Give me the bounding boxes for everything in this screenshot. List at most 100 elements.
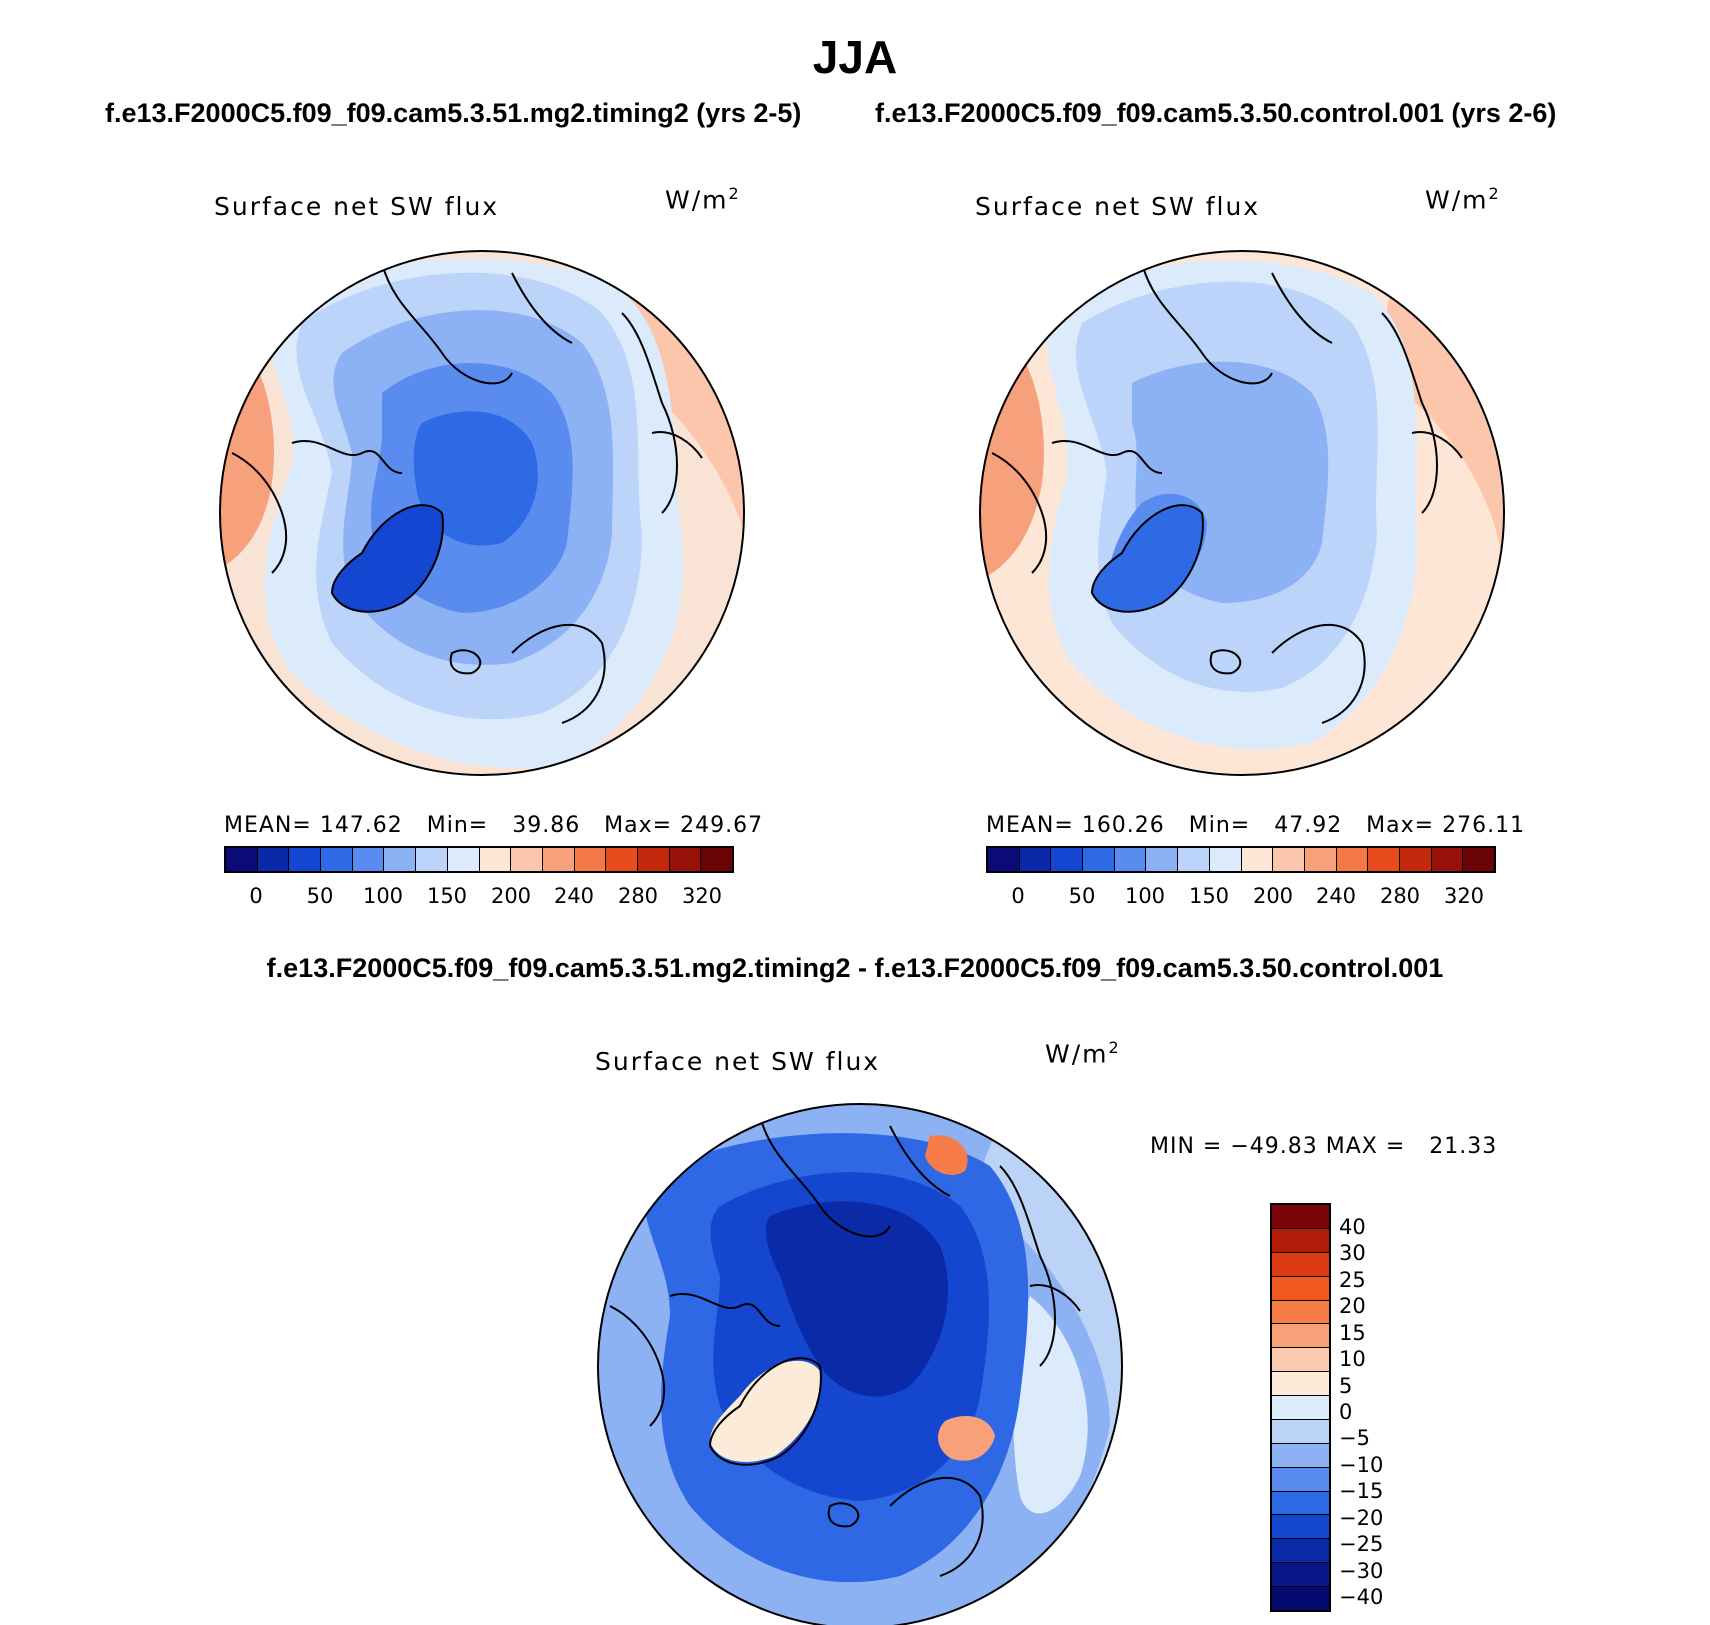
diff-field-pale-right xyxy=(1013,1296,1088,1514)
colorbar-cell xyxy=(1304,848,1337,871)
colorbar-cell xyxy=(479,848,512,871)
colorbar-cell xyxy=(1463,848,1494,871)
colorbar-cell xyxy=(701,848,732,871)
colorbar-cell xyxy=(1272,1324,1329,1349)
right-map-field xyxy=(980,251,1504,775)
diff-polar-map xyxy=(597,1103,1123,1625)
colorbar-cell xyxy=(416,848,448,871)
colorbar-cell xyxy=(669,848,702,871)
right-panel-units: W/m2 xyxy=(1425,184,1501,215)
diff-cbar-label: −40 xyxy=(1339,1585,1384,1609)
colorbar-cell xyxy=(1273,848,1305,871)
page-title: JJA xyxy=(812,31,898,83)
colorbar-cell xyxy=(511,848,543,871)
colorbar-cell xyxy=(384,848,417,871)
colorbar-cell xyxy=(1272,1228,1329,1253)
right-cbar-label: 280 xyxy=(1379,884,1421,908)
left-panel-units: W/m2 xyxy=(665,184,741,215)
colorbar-cell xyxy=(1399,848,1432,871)
colorbar-cell xyxy=(988,848,1020,871)
diff-panel-units: W/m2 xyxy=(1045,1038,1121,1069)
right-cbar-label: 200 xyxy=(1252,884,1294,908)
colorbar-cell xyxy=(1272,1515,1329,1540)
left-field-deep xyxy=(413,411,538,546)
diff-cbar-label: −5 xyxy=(1339,1426,1370,1450)
diff-field-greenland-pale xyxy=(710,1360,821,1462)
right-colorbar xyxy=(986,846,1496,873)
left-cbar-label: 100 xyxy=(362,884,404,908)
diff-title: f.e13.F2000C5.f09_f09.cam5.3.51.mg2.timi… xyxy=(266,953,1444,983)
diff-cbar-label: 30 xyxy=(1339,1241,1366,1265)
diff-cbar-label: 40 xyxy=(1339,1215,1366,1239)
colorbar-cell xyxy=(1051,848,1084,871)
left-colorbar xyxy=(224,846,734,873)
left-cbar-label: 50 xyxy=(306,884,334,908)
colorbar-cell xyxy=(1368,848,1400,871)
colorbar-cell xyxy=(1272,1539,1329,1564)
diff-cbar-label: −20 xyxy=(1339,1506,1384,1530)
right-field-hot-left xyxy=(980,333,1005,414)
colorbar-cell xyxy=(1272,1587,1329,1610)
diff-colorbar xyxy=(1270,1203,1331,1612)
colorbar-cell xyxy=(321,848,353,871)
colorbar-cell xyxy=(1272,1348,1329,1373)
diff-cbar-label: −10 xyxy=(1339,1453,1384,1477)
right-polar-map xyxy=(979,250,1505,776)
left-case-title: f.e13.F2000C5.f09_f09.cam5.3.51.mg2.timi… xyxy=(105,98,802,128)
diff-panel-variable-title: Surface net SW flux xyxy=(595,1047,881,1076)
colorbar-cell xyxy=(1272,1467,1329,1492)
colorbar-cell xyxy=(637,848,670,871)
left-cbar-label: 200 xyxy=(490,884,532,908)
diff-cbar-label: 15 xyxy=(1339,1321,1366,1345)
right-cbar-label: 150 xyxy=(1188,884,1230,908)
left-polar-map xyxy=(219,250,745,776)
colorbar-cell xyxy=(1272,1252,1329,1277)
right-case-title: f.e13.F2000C5.f09_f09.cam5.3.50.control.… xyxy=(875,98,1557,128)
left-cbar-label: 240 xyxy=(553,884,595,908)
diff-cbar-label: −15 xyxy=(1339,1479,1384,1503)
diff-field-warm-east xyxy=(938,1416,995,1461)
colorbar-cell xyxy=(574,848,607,871)
left-cbar-label: 280 xyxy=(617,884,659,908)
left-cbar-label: 320 xyxy=(681,884,723,908)
right-cbar-label: 320 xyxy=(1443,884,1485,908)
left-field-greenland xyxy=(332,505,443,612)
diff-coastlines xyxy=(609,1115,1081,1577)
left-map-field xyxy=(220,251,744,775)
diff-cbar-label: −25 xyxy=(1339,1532,1384,1556)
colorbar-cell xyxy=(352,848,385,871)
colorbar-cell xyxy=(1272,1276,1329,1301)
left-cbar-label: 150 xyxy=(426,884,468,908)
colorbar-cell xyxy=(289,848,322,871)
right-panel-stats: MEAN= 160.26 Min= 47.92 Max= 276.11 xyxy=(986,813,1526,838)
left-cbar-label: 0 xyxy=(249,884,263,908)
diff-field-darkblue xyxy=(765,1201,949,1397)
colorbar-cell xyxy=(606,848,638,871)
colorbar-cell xyxy=(1272,1300,1329,1325)
colorbar-cell xyxy=(1209,848,1242,871)
colorbar-cell xyxy=(1272,1419,1329,1444)
colorbar-cell xyxy=(1083,848,1115,871)
right-map-border xyxy=(979,250,1505,776)
left-coastlines xyxy=(231,262,703,724)
right-cbar-label: 100 xyxy=(1124,884,1166,908)
left-map-border xyxy=(219,250,745,776)
diff-panel-stats: MIN = −49.83 MAX = 21.33 xyxy=(1150,1134,1498,1159)
right-cbar-label: 0 xyxy=(1011,884,1025,908)
colorbar-cell xyxy=(1272,1372,1329,1396)
right-coastlines xyxy=(991,262,1463,724)
diff-map-border xyxy=(597,1103,1123,1625)
colorbar-cell xyxy=(1336,848,1369,871)
colorbar-cell xyxy=(257,848,290,871)
left-panel-stats: MEAN= 147.62 Min= 39.86 Max= 249.67 xyxy=(224,813,764,838)
colorbar-cell xyxy=(542,848,575,871)
right-cbar-label: 240 xyxy=(1315,884,1357,908)
diff-cbar-label: 0 xyxy=(1339,1400,1353,1424)
colorbar-cell xyxy=(1272,1396,1329,1420)
colorbar-cell xyxy=(447,848,480,871)
colorbar-cell xyxy=(1272,1205,1329,1229)
colorbar-cell xyxy=(1146,848,1179,871)
diff-cbar-label: −30 xyxy=(1339,1559,1384,1583)
diff-cbar-label: 20 xyxy=(1339,1294,1366,1318)
left-panel-variable-title: Surface net SW flux xyxy=(214,192,500,221)
